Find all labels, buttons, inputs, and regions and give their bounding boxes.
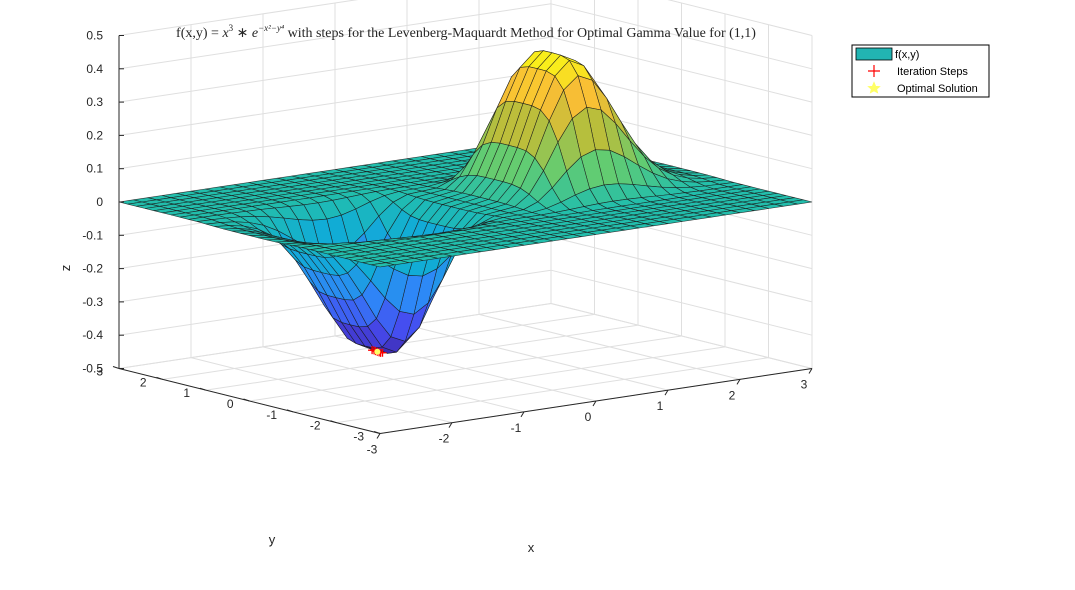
y-tick-mark xyxy=(373,431,381,434)
z-tick-label: 0.5 xyxy=(86,29,103,43)
surface-face xyxy=(371,262,395,268)
x-tick-label: 1 xyxy=(657,399,664,413)
grid-line-z-back xyxy=(118,0,359,36)
legend-swatch-surface xyxy=(855,47,893,61)
grid-line-z-side xyxy=(667,0,813,36)
z-tick-label: 0.2 xyxy=(86,128,103,142)
y-tick-label: 2 xyxy=(140,375,147,389)
y-tick-label: 0 xyxy=(227,397,234,411)
z-tick-label: 0 xyxy=(96,195,103,209)
grid-line-y-floor xyxy=(249,335,682,402)
y-tick-label: -2 xyxy=(310,419,321,433)
iteration-markers xyxy=(368,346,387,357)
grid-line-y-floor xyxy=(336,357,769,424)
y-tick-label: -3 xyxy=(353,430,364,444)
legend-label-steps: Iteration Steps xyxy=(897,66,968,78)
legend-label-optimal: Optimal Solution xyxy=(897,83,978,95)
z-tick-label: 0.3 xyxy=(86,95,103,109)
y-tick-mark xyxy=(112,366,120,369)
z-tick-label: 0.1 xyxy=(86,162,103,176)
title-math-e-exp: −x²−y⁴ xyxy=(258,23,284,33)
legend-label-surface: f(x,y) xyxy=(895,49,919,61)
x-tick-mark xyxy=(448,422,453,428)
title-math-op: ∗ xyxy=(233,26,252,41)
grid-line-z-side xyxy=(550,3,813,70)
z-tick-label: -0.2 xyxy=(82,262,103,276)
surface-plot xyxy=(118,50,813,354)
legend-star-icon xyxy=(867,81,881,94)
y-tick-mark xyxy=(156,376,163,380)
x-tick-mark xyxy=(808,368,813,374)
optimal-solution-marker xyxy=(374,348,381,355)
grid-line-z-side xyxy=(550,36,813,103)
grid-line-z-back xyxy=(118,69,552,136)
axis-ticks: -3-2-10123-3-2-10123-0.5-0.4-0.3-0.2-0.1… xyxy=(82,29,813,457)
title-suffix: with steps for the Levenberg-Maquardt Me… xyxy=(284,26,756,41)
x-tick-label: 2 xyxy=(729,388,736,402)
y-tick-mark xyxy=(330,420,337,424)
grid-line-z-back xyxy=(118,103,552,170)
iteration-step-marker xyxy=(368,346,377,355)
z-tick-label: -0.3 xyxy=(82,295,103,309)
x-tick-mark xyxy=(592,400,597,407)
x-tick-label: -3 xyxy=(367,443,378,457)
z-tick-label: -0.4 xyxy=(82,328,103,342)
y-tick-label: 3 xyxy=(96,365,103,379)
y-tick-label: -1 xyxy=(266,408,277,422)
x-tick-label: -1 xyxy=(511,421,522,435)
z-tick-label: 0.4 xyxy=(86,62,103,76)
z-tick-label: -0.5 xyxy=(82,362,103,376)
y-tick-label: 1 xyxy=(183,386,190,400)
z-axis-label: z xyxy=(58,265,73,272)
chart-title: f(x,y) = x3 ∗ e−x²−y⁴ with steps for the… xyxy=(176,23,756,41)
legend[interactable]: f(x,y) Iteration Steps Optimal Solution xyxy=(851,44,990,98)
grid-line-z-back xyxy=(118,3,552,70)
grid-line-z-side xyxy=(550,269,813,336)
x-tick-mark xyxy=(520,411,525,418)
grid-line-z-back xyxy=(118,36,552,103)
title-math-x: x xyxy=(221,26,229,41)
title-prefix: f(x,y) = xyxy=(176,26,222,41)
x-tick-mark xyxy=(736,379,741,385)
grid-line-y-floor xyxy=(205,324,639,391)
x-tick-label: 3 xyxy=(801,378,808,392)
z-tick-label: -0.1 xyxy=(82,228,103,242)
x-tick-mark xyxy=(664,389,669,396)
x-tick-label: 0 xyxy=(585,410,592,424)
y-tick-mark xyxy=(199,387,207,391)
grid-line-y-floor xyxy=(292,346,726,413)
x-axis-label: x xyxy=(528,540,535,555)
grid-line-z-back xyxy=(118,303,552,369)
y-tick-mark xyxy=(243,398,250,402)
x-tick-mark xyxy=(376,433,381,439)
grid-line-z-side xyxy=(550,303,813,369)
x-tick-label: -2 xyxy=(439,432,450,446)
y-axis-label: y xyxy=(269,532,276,547)
y-tick-mark xyxy=(286,409,294,413)
title-math-e: e xyxy=(252,26,258,41)
legend-plus-icon xyxy=(868,65,880,77)
title-math-x-exp: 3 xyxy=(229,23,234,33)
grid-line-z-side xyxy=(550,236,813,303)
